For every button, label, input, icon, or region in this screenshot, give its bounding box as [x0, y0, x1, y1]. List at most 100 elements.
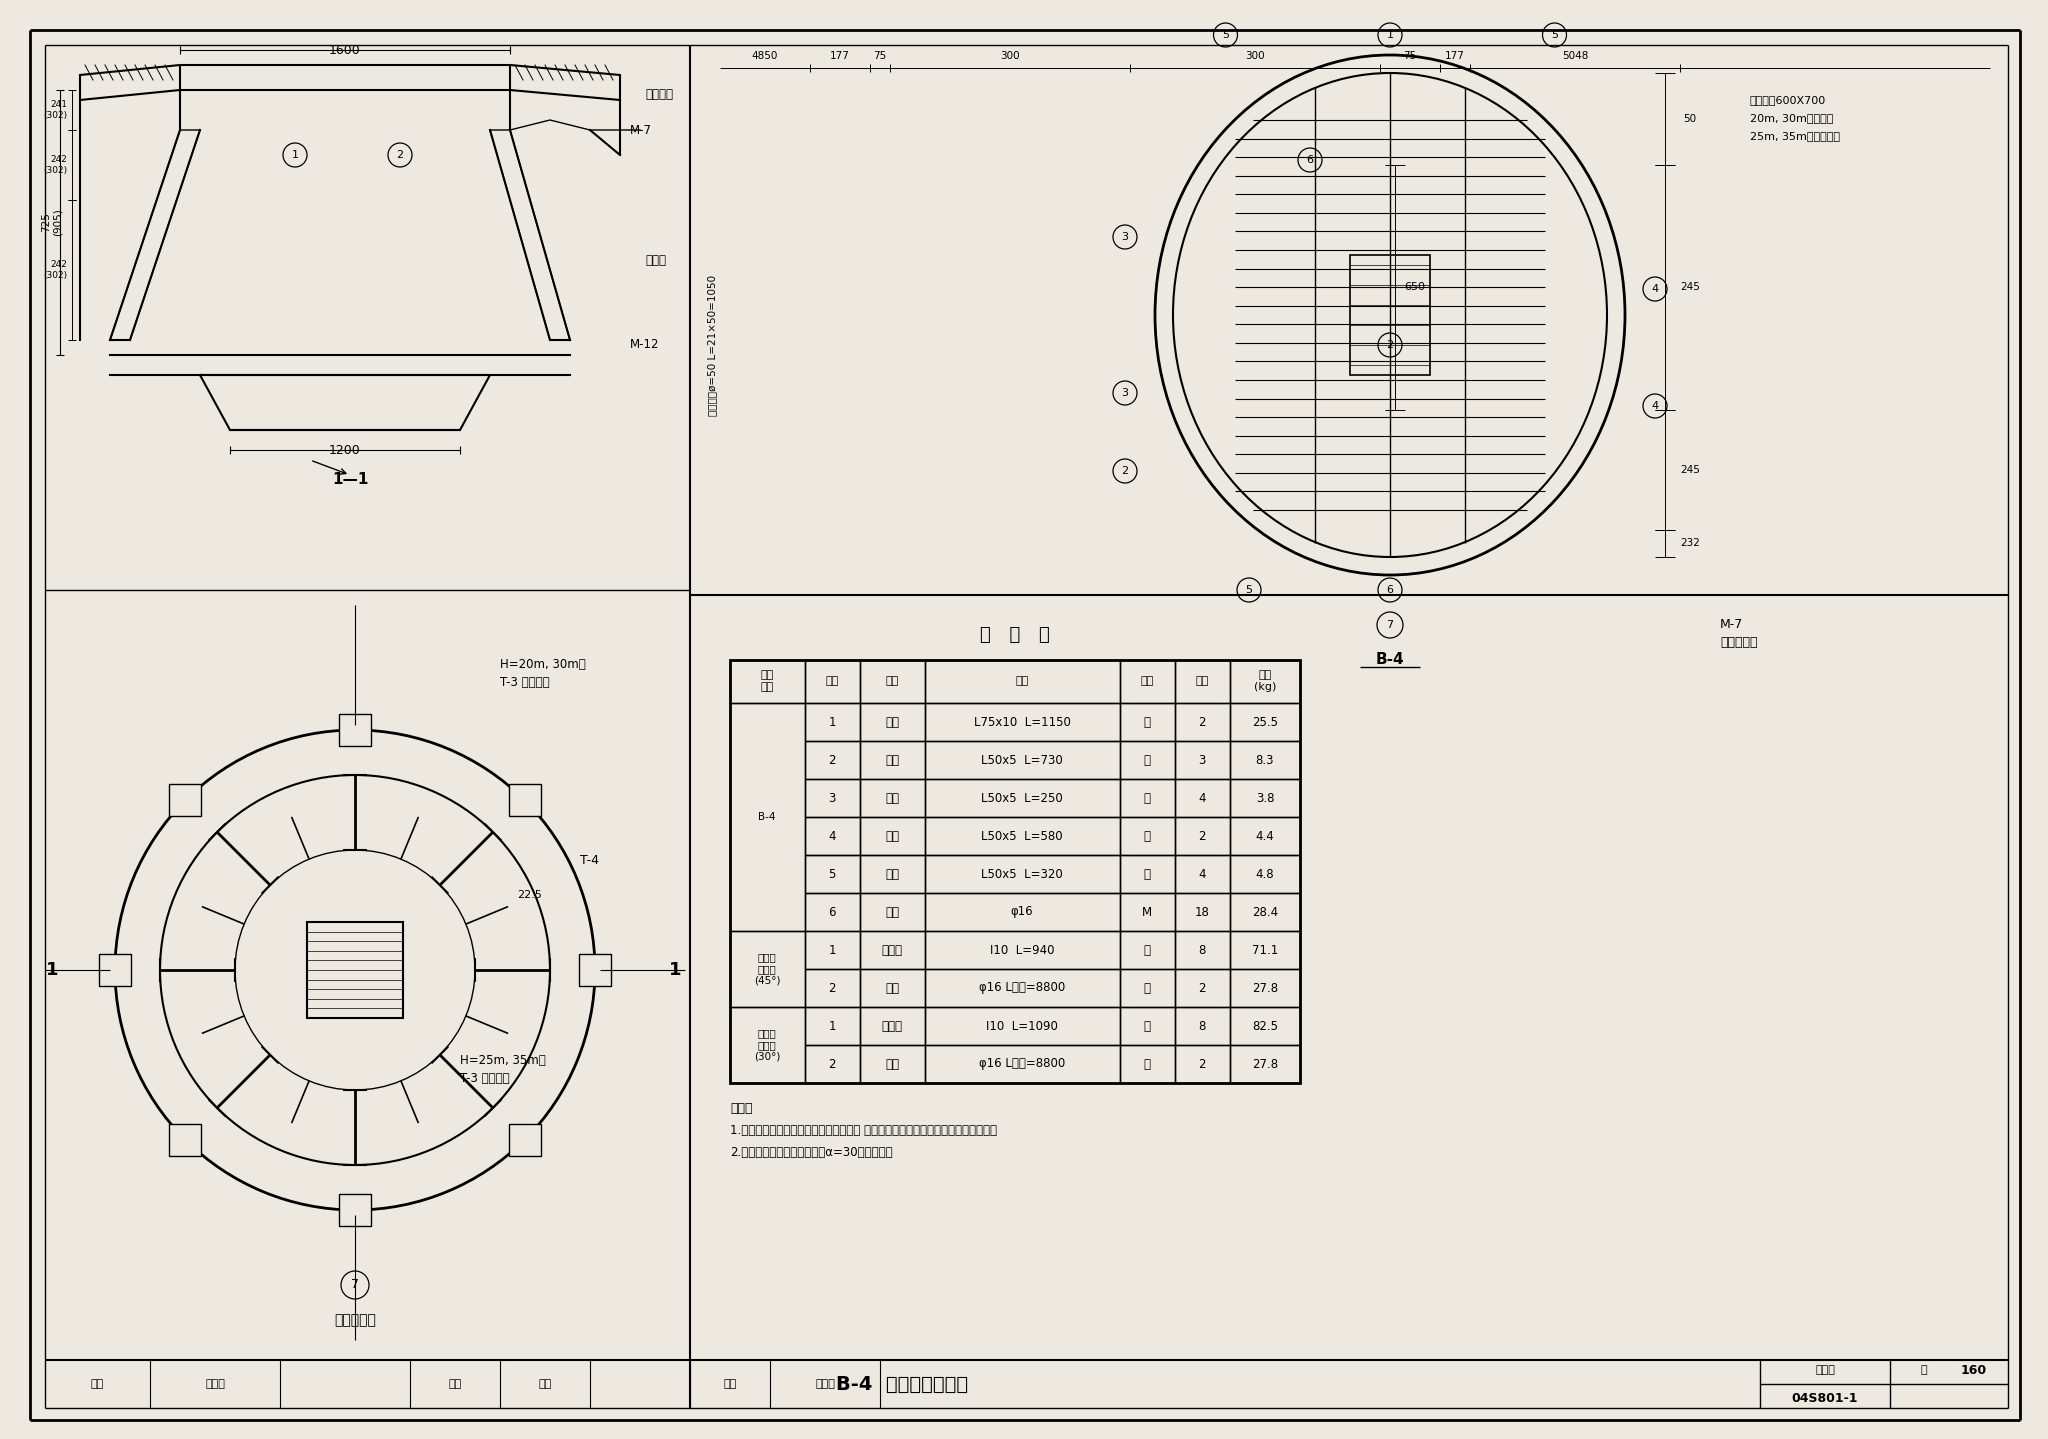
Text: 根: 根	[1143, 754, 1151, 767]
Text: 245: 245	[1679, 282, 1700, 292]
Text: 2: 2	[1198, 829, 1206, 842]
Text: 页: 页	[1921, 1366, 1927, 1376]
Text: 5: 5	[1550, 30, 1559, 40]
Text: 22.5: 22.5	[518, 889, 543, 899]
Text: M: M	[1143, 905, 1153, 918]
Bar	[860, 931, 926, 968]
Text: 1: 1	[827, 715, 836, 728]
Text: 1: 1	[827, 944, 836, 957]
Bar	[860, 968, 926, 1007]
Bar	[1120, 968, 1176, 1007]
Text: 8: 8	[1198, 1019, 1206, 1033]
Text: 根: 根	[1143, 944, 1151, 957]
Bar	[1176, 894, 1231, 931]
Bar	[1120, 855, 1176, 894]
Text: 钢梯踏脚ø=50 L=21×50=1050: 钢梯踏脚ø=50 L=21×50=1050	[707, 275, 717, 416]
Bar	[729, 931, 805, 1007]
Bar	[926, 894, 1120, 931]
Text: 校对: 校对	[449, 1379, 461, 1389]
Text: M-7: M-7	[631, 124, 651, 137]
Text: 2: 2	[827, 754, 836, 767]
Bar	[1176, 704, 1231, 741]
Text: 1200: 1200	[330, 443, 360, 456]
Text: 支筒顶栏杆: 支筒顶栏杆	[334, 1312, 377, 1327]
Bar	[1231, 741, 1300, 778]
Text: 6: 6	[1386, 586, 1393, 594]
Bar	[98, 954, 131, 986]
Text: 3: 3	[1198, 754, 1206, 767]
Text: 支部栏
筒顶杆
(45°): 支部栏 筒顶杆 (45°)	[754, 953, 780, 986]
Bar	[307, 922, 403, 1017]
Text: T-3 所在位置: T-3 所在位置	[500, 676, 549, 689]
Bar	[1120, 1045, 1176, 1084]
Bar	[580, 954, 610, 986]
Text: 2.括号内尺寸适用于水筒倾角α=30时的情况。: 2.括号内尺寸适用于水筒倾角α=30时的情况。	[729, 1145, 893, 1158]
Bar	[1231, 968, 1300, 1007]
Bar	[805, 741, 860, 778]
Text: 根: 根	[1143, 791, 1151, 804]
Text: I10  L=940: I10 L=940	[989, 944, 1055, 957]
Text: M-7: M-7	[1720, 619, 1743, 632]
Text: L50x5  L=730: L50x5 L=730	[981, 754, 1063, 767]
Bar	[860, 894, 926, 931]
Bar	[1231, 855, 1300, 894]
Text: 锂筋: 锂筋	[885, 981, 899, 994]
Text: 27.8: 27.8	[1251, 981, 1278, 994]
Bar	[860, 661, 926, 704]
Bar	[1231, 661, 1300, 704]
Text: 角锂: 角锂	[885, 829, 899, 842]
Text: 2: 2	[1198, 981, 1206, 994]
Text: 7: 7	[350, 1278, 358, 1291]
Text: L75x10  L=1150: L75x10 L=1150	[973, 715, 1071, 728]
Text: 图锂: 图锂	[885, 905, 899, 918]
Text: 材   料   表: 材 料 表	[981, 626, 1051, 645]
Bar	[926, 1045, 1120, 1084]
Text: 3: 3	[1122, 389, 1128, 399]
Text: 5: 5	[1245, 586, 1253, 594]
Text: 245: 245	[1679, 465, 1700, 475]
Text: 设计: 设计	[723, 1379, 737, 1389]
Text: 1: 1	[670, 961, 682, 979]
Text: φ16 L平均=8800: φ16 L平均=8800	[979, 981, 1065, 994]
Text: 锂筋: 锂筋	[885, 1058, 899, 1071]
Text: 6: 6	[1307, 155, 1313, 165]
Text: H=20m, 30m时: H=20m, 30m时	[500, 659, 586, 672]
Bar	[805, 855, 860, 894]
Text: 27.8: 27.8	[1251, 1058, 1278, 1071]
Text: 根: 根	[1143, 715, 1151, 728]
Text: 2: 2	[827, 981, 836, 994]
Text: 何迅: 何迅	[539, 1379, 551, 1389]
Text: 177: 177	[829, 50, 850, 60]
Text: L50x5  L=320: L50x5 L=320	[981, 868, 1063, 881]
Bar	[926, 741, 1120, 778]
Text: 构件
名称: 构件 名称	[760, 671, 774, 692]
Text: 50: 50	[1683, 114, 1696, 124]
Text: 242
(302): 242 (302)	[43, 155, 68, 174]
Bar	[805, 1045, 860, 1084]
Text: 1—1: 1—1	[332, 472, 369, 488]
Text: 300: 300	[1245, 50, 1266, 60]
Bar	[926, 817, 1120, 855]
Text: 工字锂: 工字锂	[881, 944, 903, 957]
Text: 根: 根	[1143, 868, 1151, 881]
Bar	[805, 931, 860, 968]
Bar	[1350, 255, 1430, 376]
Text: 审核: 审核	[90, 1379, 104, 1389]
Text: 18: 18	[1194, 905, 1210, 918]
Text: B-4: B-4	[1376, 652, 1405, 668]
Text: 1: 1	[1386, 30, 1393, 40]
Text: H=25m, 35m时: H=25m, 35m时	[461, 1053, 545, 1066]
Text: 尹华容: 尹华容	[815, 1379, 836, 1389]
Bar	[1176, 1007, 1231, 1045]
Bar	[805, 968, 860, 1007]
Text: 232: 232	[1679, 538, 1700, 548]
Bar	[860, 778, 926, 817]
Text: T-3 所在位置: T-3 所在位置	[461, 1072, 510, 1085]
Text: 宋绍先: 宋绍先	[205, 1379, 225, 1389]
Bar	[926, 704, 1120, 741]
Bar	[340, 1194, 371, 1226]
Text: 242
(302): 242 (302)	[43, 260, 68, 279]
Bar	[729, 1007, 805, 1084]
Bar	[340, 714, 371, 745]
Text: 25m, 35m时在门一侧: 25m, 35m时在门一侧	[1749, 131, 1839, 141]
